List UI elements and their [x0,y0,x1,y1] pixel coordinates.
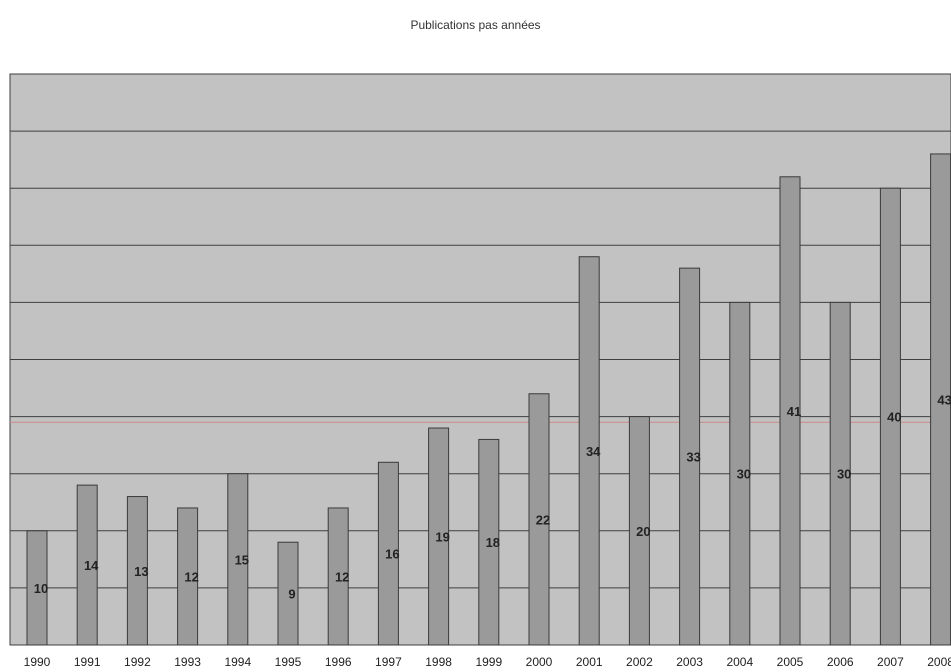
data-label-1990: 10 [34,581,48,596]
data-labels: 10 14 13 12 15 9 12 16 19 18 22 34 20 33 30 41 30 40 43 [34,392,951,601]
x-tick-1991: 1991 [74,655,101,669]
x-tick-2000: 2000 [526,655,553,669]
bar-2005 [779,176,801,646]
x-tick-2005: 2005 [777,655,804,669]
bar-1995 [277,541,299,646]
bar-2007 [879,187,901,646]
x-tick-1995: 1995 [275,655,302,669]
x-tick-2006: 2006 [827,655,854,669]
data-label-2003: 33 [686,450,700,465]
bar-1998 [428,427,450,646]
data-label-2001: 34 [586,444,601,459]
bar-2002 [628,416,650,646]
bar-1991 [76,484,98,646]
data-label-1998: 19 [435,530,449,545]
x-tick-labels: 1990 1991 1992 1993 1994 1995 1996 1997 1998 1999… [24,655,951,669]
bar-1993 [177,507,199,646]
x-tick-2007: 2007 [877,655,904,669]
x-tick-2008: 2008 [927,655,951,669]
data-label-1992: 13 [134,564,148,579]
data-label-2008: 43 [937,392,951,407]
bar-2003 [679,267,701,646]
bar-2000 [528,393,550,646]
bar-1996 [327,507,349,646]
bar-2004 [729,301,751,646]
data-label-2006: 30 [837,467,851,482]
data-label-2007: 40 [887,410,901,425]
x-tick-1998: 1998 [425,655,452,669]
bar-1992 [126,496,148,646]
x-tick-2002: 2002 [626,655,653,669]
x-tick-1996: 1996 [325,655,352,669]
bar-1990 [26,530,48,646]
x-tick-1997: 1997 [375,655,402,669]
data-label-1993: 12 [184,569,198,584]
x-tick-1999: 1999 [475,655,502,669]
bar-2006 [829,301,851,646]
data-label-2004: 30 [737,467,751,482]
x-tick-1993: 1993 [174,655,201,669]
x-tick-2001: 2001 [576,655,603,669]
x-tick-2004: 2004 [726,655,753,669]
bar-1994 [227,473,249,646]
data-label-1999: 18 [486,535,500,550]
data-label-2002: 20 [636,524,650,539]
bar-1999 [478,438,500,646]
x-tick-1994: 1994 [224,655,251,669]
data-label-1996: 12 [335,569,349,584]
x-tick-1990: 1990 [24,655,51,669]
data-label-2000: 22 [536,512,550,527]
bar-1997 [377,461,399,646]
data-label-1997: 16 [385,547,399,562]
x-tick-2003: 2003 [676,655,703,669]
data-label-1994: 15 [235,552,249,567]
data-label-2005: 41 [787,404,801,419]
data-label-1995: 9 [288,587,295,602]
bars [26,153,951,646]
chart-title: Publications pas années [410,18,541,32]
bar-2001 [578,256,600,646]
data-label-1991: 14 [84,558,99,573]
x-tick-1992: 1992 [124,655,151,669]
